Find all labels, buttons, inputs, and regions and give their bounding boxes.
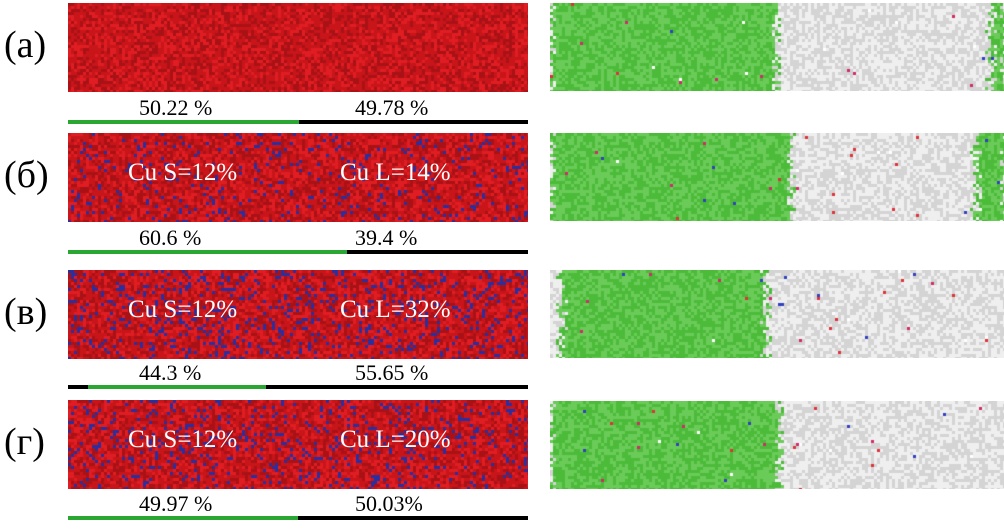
liquid-composition-label: Cu L=20% <box>340 426 451 453</box>
structure-map <box>550 133 1004 221</box>
row-label: (б) <box>4 154 49 196</box>
phase-fraction-bar <box>68 385 528 389</box>
atom-map <box>68 400 528 489</box>
liquid-composition-label: Cu L=14% <box>340 159 451 186</box>
structure-map <box>550 3 1004 91</box>
structure-map <box>550 401 1004 489</box>
solid-fraction-fill <box>68 120 299 124</box>
phase-fraction-bar <box>68 250 528 254</box>
row-label: (г) <box>4 421 45 463</box>
liquid-fraction-label: 39.4 % <box>355 225 418 250</box>
solid-composition-label: Cu S=12% <box>128 296 238 323</box>
structure-snapshot <box>550 270 1004 358</box>
solid-fraction-label: 60.6 % <box>139 225 202 250</box>
structure-snapshot <box>550 3 1004 91</box>
atom-map <box>68 3 528 92</box>
row-label: (а) <box>4 24 47 66</box>
solid-fraction-fill <box>68 250 347 254</box>
phase-fraction-bar <box>68 516 528 520</box>
phase-fraction-bar <box>68 120 528 124</box>
atom-map <box>68 270 528 359</box>
composition-panel: Cu S=12% Cu L=14% <box>68 133 528 222</box>
liquid-fraction-label: 49.78 % <box>355 95 429 120</box>
composition-panel: Cu S=12% Cu L=20% <box>68 400 528 489</box>
liquid-composition-label: Cu L=32% <box>340 296 451 323</box>
solid-composition-label: Cu S=12% <box>128 426 238 453</box>
solid-fraction-label: 44.3 % <box>139 360 202 385</box>
structure-snapshot <box>550 401 1004 489</box>
solid-fraction-label: 50.22 % <box>139 95 213 120</box>
row-label: (в) <box>4 291 48 333</box>
solid-composition-label: Cu S=12% <box>128 159 238 186</box>
solid-fraction-label: 49.97 % <box>139 491 213 516</box>
liquid-fraction-label: 50.03% <box>355 491 423 516</box>
composition-panel <box>68 3 528 92</box>
solid-fraction-fill <box>68 516 298 520</box>
composition-panel: Cu S=12% Cu L=32% <box>68 270 528 359</box>
structure-snapshot <box>550 133 1004 221</box>
structure-map <box>550 270 1004 358</box>
solid-fraction-fill <box>87 385 266 389</box>
liquid-fraction-label: 55.65 % <box>355 360 429 385</box>
atom-map <box>68 133 528 222</box>
